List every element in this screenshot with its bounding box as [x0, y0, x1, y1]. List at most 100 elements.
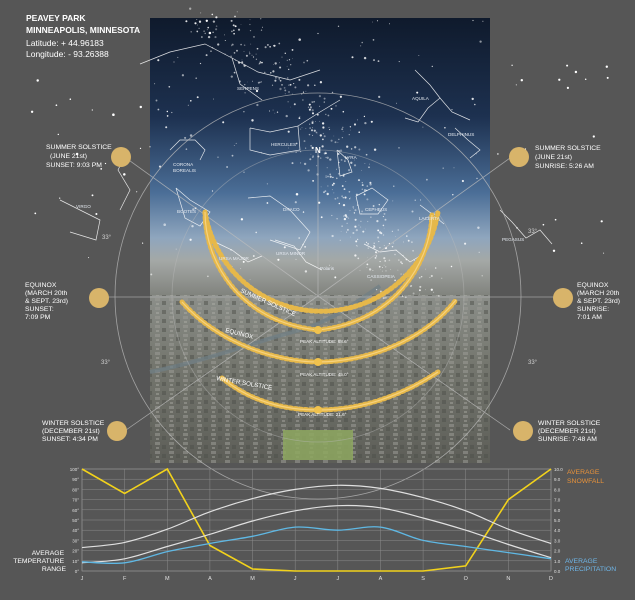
milky-way-star [287, 101, 289, 103]
milky-way-star [326, 192, 329, 196]
milky-way-star [316, 149, 318, 150]
star [298, 117, 301, 119]
star [149, 145, 151, 148]
milky-way-star [358, 224, 360, 226]
milky-way-star [260, 29, 263, 31]
star [329, 129, 331, 131]
sky-panel [150, 18, 490, 300]
milky-way-star [240, 43, 242, 46]
star [298, 38, 301, 41]
star [184, 136, 187, 139]
milky-way-star [355, 240, 358, 243]
milky-way-star [333, 135, 335, 137]
milky-way-star [310, 145, 312, 147]
star [461, 179, 465, 183]
milky-way-star [401, 295, 404, 297]
milky-way-star [292, 58, 293, 60]
latitude: Latitude: + 44.96183 [26, 38, 104, 48]
milky-way-star [308, 108, 311, 111]
milky-way-star [382, 216, 384, 218]
star [196, 96, 199, 99]
milky-way-star [309, 127, 311, 129]
milky-way-star [233, 32, 235, 35]
star [393, 185, 395, 187]
star [123, 173, 126, 176]
milky-way-star [392, 242, 395, 244]
series-snowfall [81, 467, 552, 572]
star [189, 134, 193, 137]
milky-way-star [279, 66, 282, 69]
milky-way-star [305, 90, 307, 92]
star [373, 246, 375, 248]
milky-way-star [272, 70, 275, 73]
label-winter-sunset: WINTER SOLSTICE (DECEMBER 21st) SUNSET: … [42, 420, 106, 443]
milky-way-star [189, 7, 192, 10]
milky-way-star [382, 297, 385, 300]
star [59, 197, 61, 199]
star [372, 21, 373, 23]
milky-way-star [233, 52, 236, 54]
star [479, 40, 482, 43]
label-summer-sunset: SUMMER SOLSTICE (JUNE 21st) SUNSET: 9:03… [46, 144, 114, 169]
milky-way-star [360, 226, 362, 228]
milky-way-star [370, 216, 372, 218]
legend-precipitation: AVERAGE PRECIPITATION [565, 558, 616, 573]
milky-way-star [352, 231, 355, 235]
milky-way-star [362, 230, 365, 233]
milky-way-star [385, 270, 387, 272]
star [251, 119, 254, 122]
milky-way-star [375, 288, 378, 291]
milky-way-star [403, 241, 404, 243]
milky-way-star [185, 20, 188, 23]
star [30, 110, 34, 113]
milky-way-star [367, 256, 368, 258]
milky-way-star [355, 244, 358, 247]
star [554, 218, 557, 221]
y-tick-right: 10.0 [554, 467, 563, 472]
milky-way-star [357, 246, 358, 247]
milky-way-star [211, 13, 214, 16]
milky-way-star [333, 192, 335, 194]
star [304, 245, 307, 248]
milky-way-star [318, 120, 320, 122]
star [235, 142, 237, 144]
title-city: MINNEAPOLIS, MINNESOTA [26, 25, 140, 35]
milky-way-star [368, 268, 372, 271]
milky-way-star [437, 295, 440, 297]
star [154, 83, 156, 85]
milky-way-star [293, 103, 296, 106]
milky-way-star [324, 152, 327, 155]
star [233, 145, 235, 147]
milky-way-star [340, 231, 342, 232]
constellation-ursa-major: URSA MAJOR [219, 256, 250, 261]
star [173, 61, 175, 63]
milky-way-star [270, 72, 272, 74]
milky-way-star [336, 177, 338, 180]
milky-way-star [354, 159, 356, 161]
milky-way-star [394, 279, 396, 282]
star [243, 171, 245, 173]
milky-way-star [230, 55, 232, 58]
star [372, 59, 376, 62]
x-tick-label: M [165, 576, 170, 582]
star [271, 84, 274, 86]
milky-way-star [334, 197, 337, 200]
star [317, 32, 319, 35]
milky-way-star [198, 27, 200, 30]
star [379, 261, 381, 263]
y-tick-right: 1.0 [554, 559, 561, 564]
milky-way-star [388, 242, 391, 245]
milky-way-star [295, 151, 297, 153]
milky-way-star [307, 106, 309, 108]
milky-way-star [331, 214, 333, 217]
milky-way-star [379, 290, 382, 293]
milky-way-star [299, 116, 301, 118]
milky-way-star [274, 62, 277, 65]
milky-way-star [259, 61, 261, 63]
milky-way-star [382, 224, 385, 227]
milky-way-star [256, 47, 259, 50]
milky-way-star [336, 168, 338, 170]
milky-way-star [250, 43, 252, 45]
star [566, 64, 569, 67]
